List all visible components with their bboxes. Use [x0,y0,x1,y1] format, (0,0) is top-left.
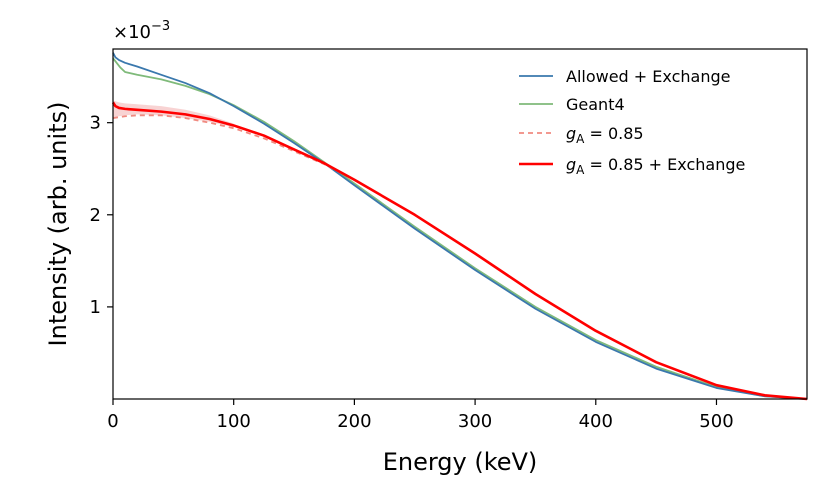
y-tick-label: 3 [90,113,101,134]
legend-label-3: gA = 0.85 + Exchange [566,155,745,177]
legend-label-text: = 0.85 + Exchange [584,155,745,174]
legend-label-text: = 0.85 [584,124,643,143]
legend-label-1: Geant4 [566,95,625,114]
plot-frame [112,48,808,400]
legend-symbol-g: g [566,155,576,174]
x-tick-label: 200 [337,411,371,432]
series-line-geant4 [112,57,808,400]
x-axis-label: Energy (keV) [383,448,538,476]
legend-symbol-g: g [566,124,576,143]
scale-exponent: −3 [151,19,170,34]
legend-symbol-sub: A [576,163,585,177]
y-axis-ticks: 1 2 3 [90,113,113,318]
legend-label-0: Allowed + Exchange [566,67,730,86]
x-tick-label: 0 [107,411,118,432]
x-tick-label: 500 [699,411,733,432]
x-tick-label: 100 [217,411,251,432]
y-tick-label: 2 [90,205,101,226]
series-line-ga-0-85-exchange [111,101,808,401]
y-axis-scale-factor: ×10−3 [113,19,170,43]
y-tick-label: 1 [90,297,101,318]
x-tick-label: 400 [579,411,613,432]
y-axis-label: Intensity (arb. units) [44,102,72,347]
legend-symbol-sub: A [576,132,585,146]
x-tick-label: 300 [458,411,492,432]
series-line-allowed-exchange [112,52,808,400]
series-layer [111,52,808,401]
legend-label-2: gA = 0.85 [566,124,644,146]
scale-base: ×10 [113,22,151,43]
x-axis-ticks: 0 100 200 300 400 500 [107,399,734,432]
